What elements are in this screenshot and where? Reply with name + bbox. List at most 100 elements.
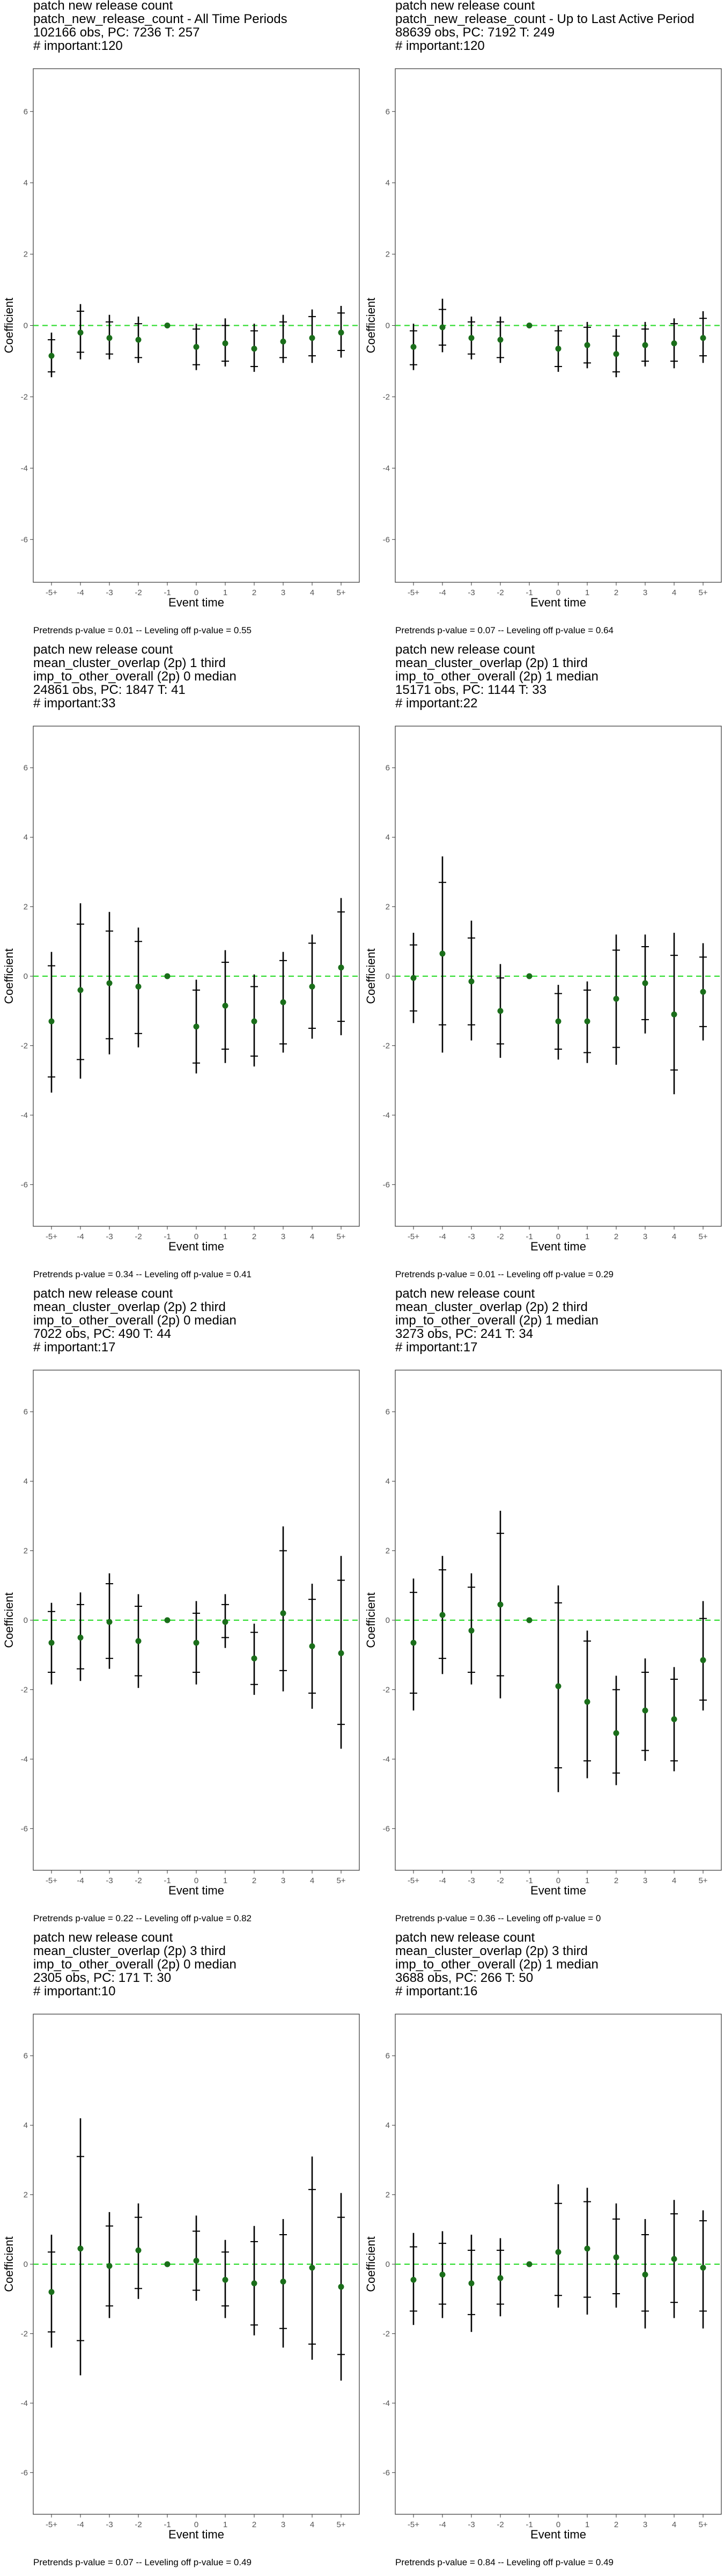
x-tick-label: -4 [439,1876,446,1885]
x-tick-label: -3 [106,1876,113,1885]
coefficient-point [555,1018,562,1024]
chart-panel: patch new release countpatch_new_release… [2,0,360,635]
x-tick-label: -2 [135,2520,142,2529]
chart-title-line: mean_cluster_overlap (2p) 2 third [395,1300,588,1314]
chart-title-line: imp_to_other_overall (2p) 1 median [395,669,599,684]
p-value-caption: Pretrends p-value = 0.07 -- Leveling off… [395,625,614,635]
coefficient-point [555,1683,562,1689]
coefficient-point [251,1655,257,1662]
coefficient-point [135,336,142,343]
coefficient-point [439,324,446,331]
coefficient-point [193,1023,200,1030]
y-tick-label: 6 [386,1408,390,1417]
y-tick-label: -2 [383,1685,390,1694]
x-tick-label: 0 [194,588,198,597]
chart-title-line: patch new release count [33,1286,173,1301]
y-tick-label: -4 [21,1755,28,1764]
x-tick-label: 3 [281,2520,285,2529]
x-tick-label: 5+ [336,2520,345,2529]
chart-panel: patch new release countmean_cluster_over… [364,1930,722,2567]
y-tick-label: 4 [24,833,28,842]
coefficient-point [700,989,706,995]
x-tick-label: 0 [556,1876,560,1885]
x-tick-label: 1 [223,1876,227,1885]
chart-title-line: imp_to_other_overall (2p) 0 median [33,669,237,684]
coefficient-point [193,1640,200,1646]
x-axis-label: Event time [530,2528,586,2541]
y-tick-label: 0 [24,972,28,981]
y-tick-label: 0 [24,1616,28,1625]
y-tick-label: -4 [383,1111,390,1120]
y-tick-label: -2 [383,1041,390,1050]
coefficient-point [338,330,344,336]
x-tick-label: 2 [614,1876,618,1885]
x-tick-label: -2 [497,1876,504,1885]
y-tick-label: 4 [386,833,390,842]
coefficient-point [584,1018,590,1024]
y-tick-label: 6 [24,107,28,116]
x-tick-label: -4 [77,588,84,597]
coefficient-point [468,1627,475,1634]
chart-title-line: mean_cluster_overlap (2p) 3 third [33,1944,226,1958]
x-tick-label: -2 [135,1232,142,1241]
y-tick-label: 6 [24,2052,28,2061]
y-tick-label: 4 [24,1477,28,1486]
coefficient-point [526,323,533,328]
coefficient-point [135,2247,142,2253]
coefficient-point [497,336,504,343]
x-tick-label: 3 [281,1876,285,1885]
coefficient-point [164,973,171,979]
coefficient-point [497,1008,504,1014]
chart-title-line: patch_new_release_count - All Time Perio… [33,12,287,26]
x-tick-label: -1 [526,588,533,597]
coefficient-point [280,2278,286,2285]
x-tick-label: -5+ [408,1232,419,1241]
coefficient-point [555,2249,562,2255]
y-axis-label: Coefficient [2,1592,16,1648]
x-tick-label: 5+ [336,1876,345,1885]
x-tick-label: 5+ [336,1232,345,1241]
x-tick-label: 4 [672,1232,676,1241]
p-value-caption: Pretrends p-value = 0.22 -- Leveling off… [33,1913,252,1923]
coefficient-point [48,353,55,359]
y-axis-label: Coefficient [2,948,16,1004]
y-tick-label: 4 [386,2121,390,2130]
coefficient-point [280,1610,286,1616]
y-tick-label: -6 [21,2468,28,2477]
coefficient-point [222,2277,228,2283]
x-tick-label: 1 [585,2520,589,2529]
x-tick-label: 0 [194,2520,198,2529]
x-tick-label: -2 [497,1232,504,1241]
x-tick-label: -1 [526,1232,533,1241]
coefficient-point [309,983,315,990]
chart-title-line: 3273 obs, PC: 241 T: 34 [395,1327,533,1341]
y-tick-label: 2 [386,250,390,259]
coefficient-point [671,1716,677,1722]
coefficient-point [135,1638,142,1644]
coefficient-point [251,2280,257,2287]
chart-title-line: imp_to_other_overall (2p) 1 median [395,1313,599,1328]
chart-title-line: imp_to_other_overall (2p) 0 median [33,1313,237,1328]
coefficient-point [77,330,84,336]
y-axis-label: Coefficient [2,298,16,354]
coefficient-point [193,2258,200,2264]
coefficient-point [410,2277,417,2283]
y-tick-label: 0 [24,321,28,331]
x-tick-label: -3 [468,1876,475,1885]
x-tick-label: -1 [164,2520,171,2529]
coefficient-point [613,2254,619,2260]
coefficient-point [77,987,84,993]
x-tick-label: 3 [281,588,285,597]
coefficient-point [584,2245,590,2252]
y-tick-label: 0 [24,2260,28,2269]
y-tick-label: -4 [383,464,390,473]
coefficient-point [584,342,590,348]
coefficient-point [410,975,417,981]
coefficient-point [555,346,562,352]
x-tick-label: -5+ [46,1876,57,1885]
coefficient-point [251,346,257,352]
x-tick-label: 5+ [698,588,707,597]
x-tick-label: -5+ [46,1232,57,1241]
coefficient-point [309,1643,315,1650]
chart-title-line: mean_cluster_overlap (2p) 2 third [33,1300,226,1314]
